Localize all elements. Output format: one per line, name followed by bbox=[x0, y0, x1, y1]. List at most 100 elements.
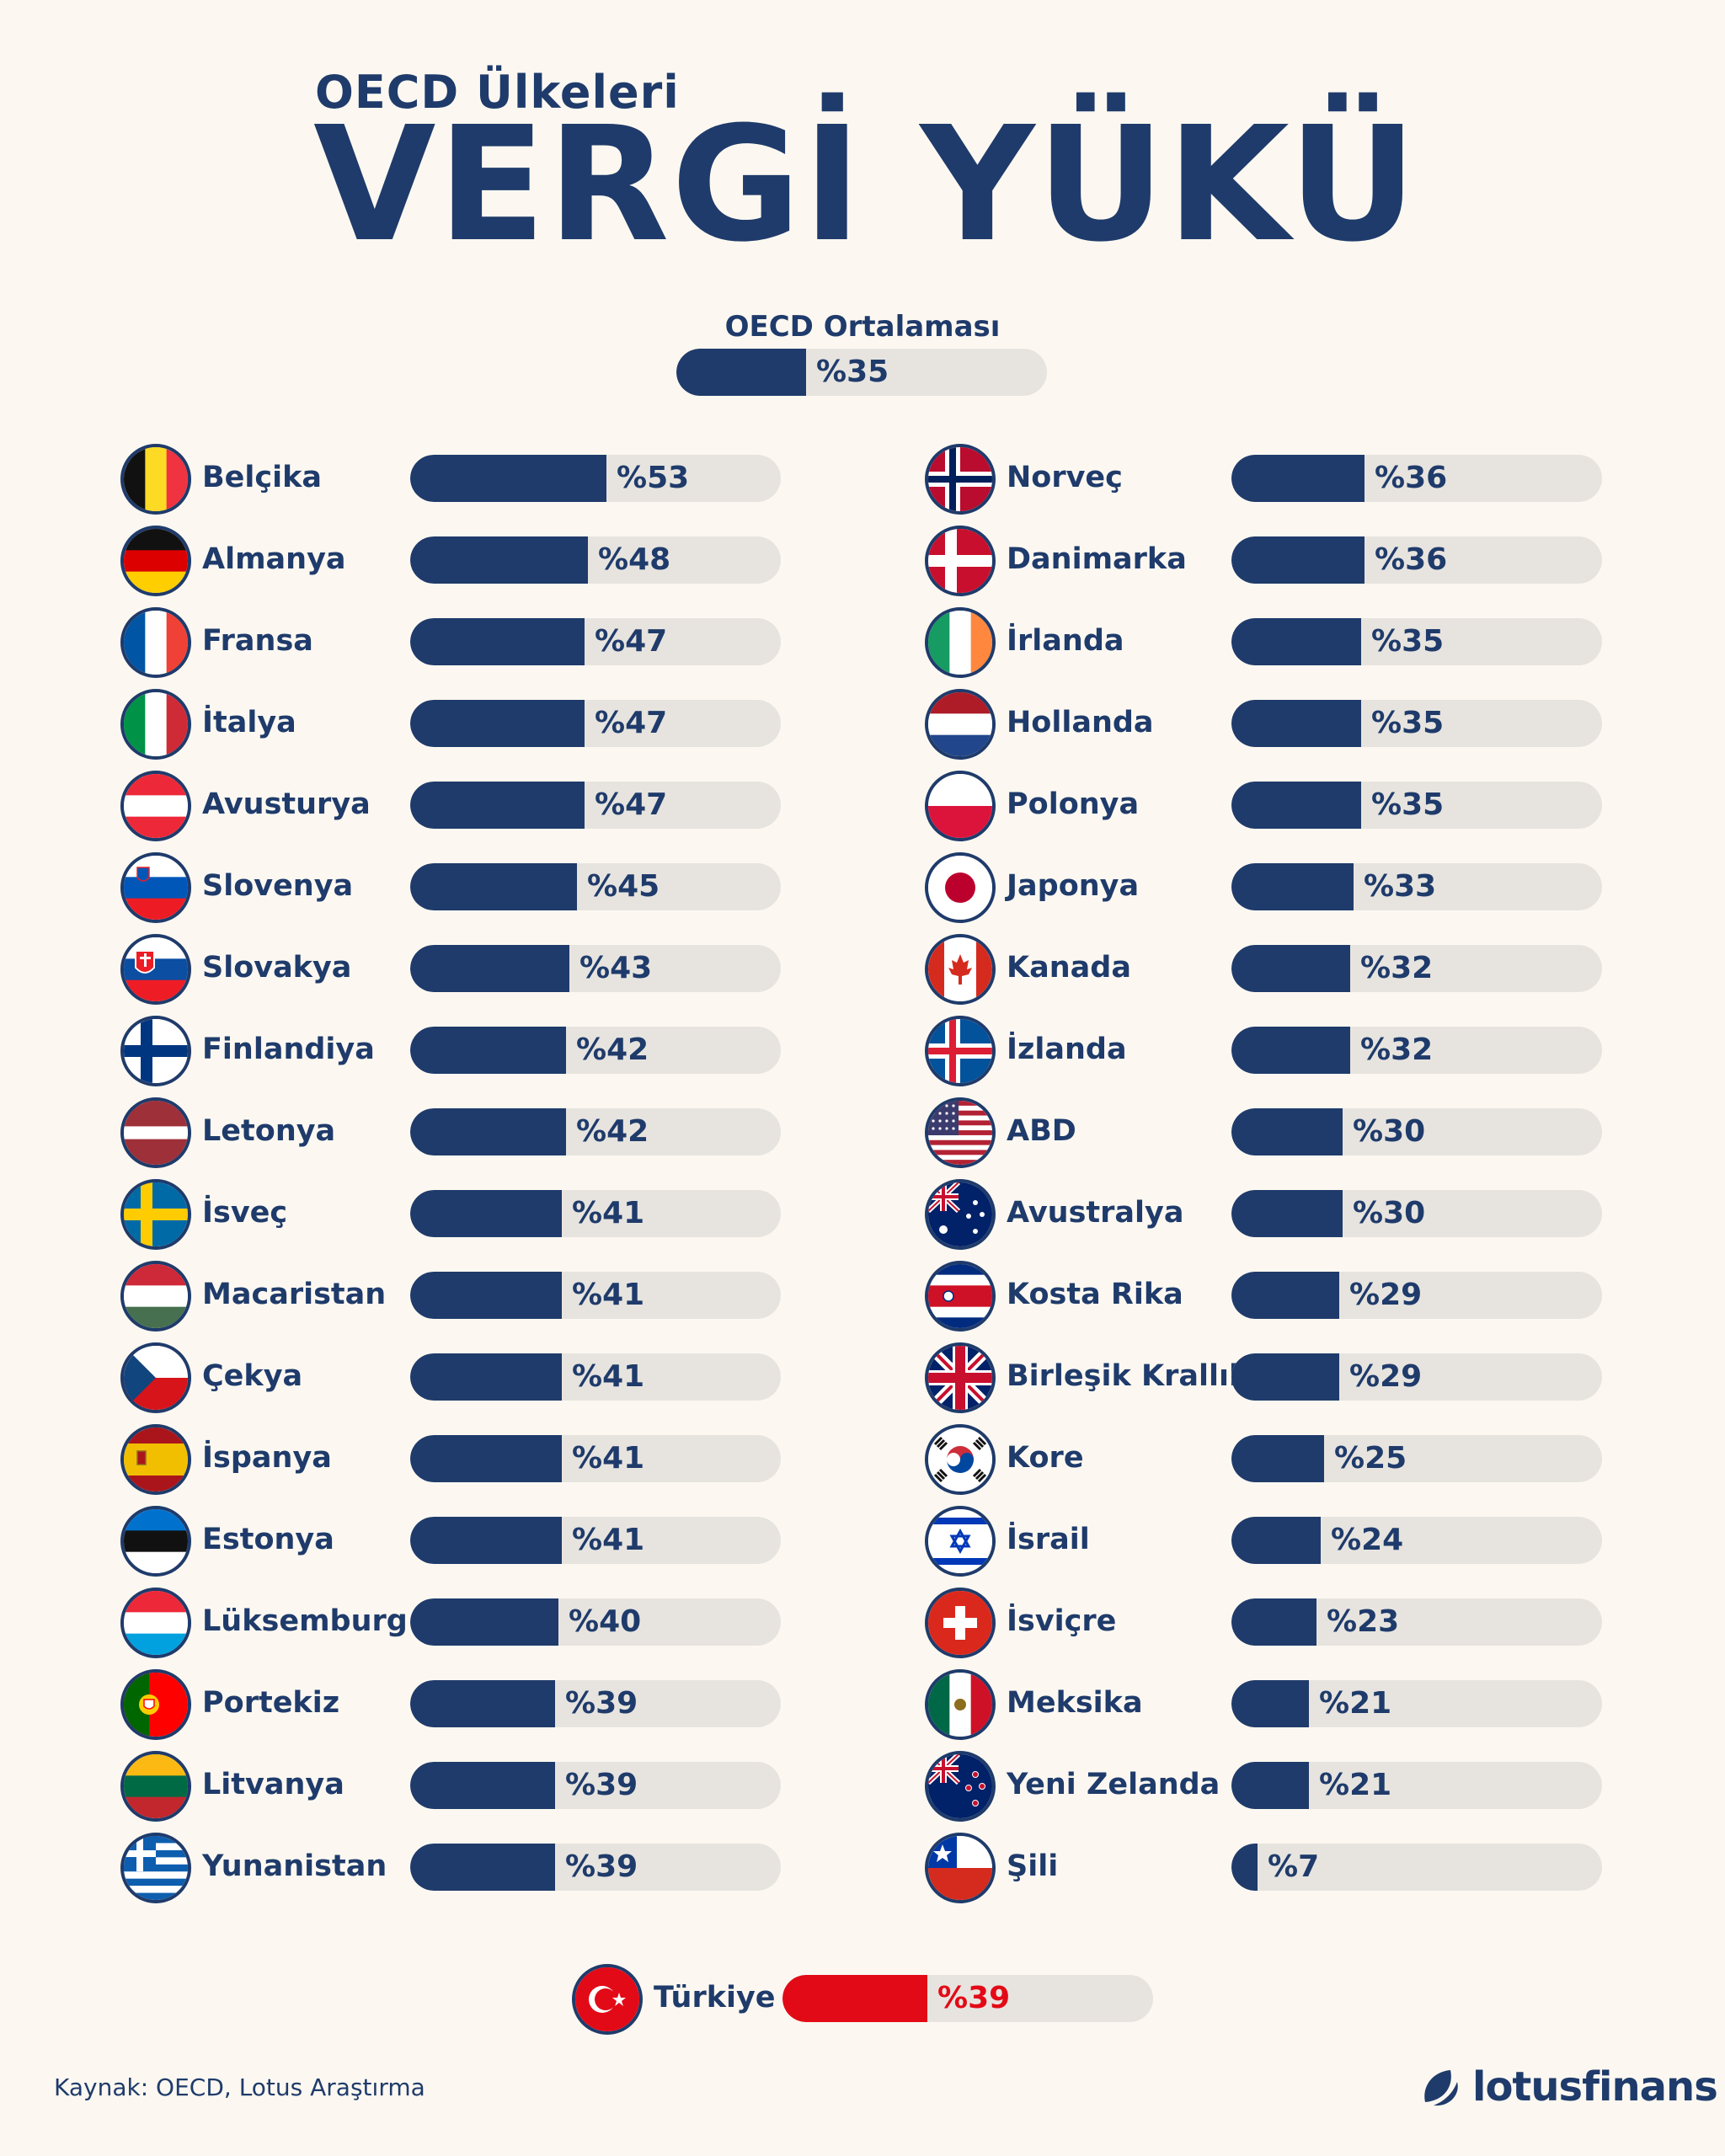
slovenia-flag-icon bbox=[120, 852, 191, 923]
bar bbox=[410, 1680, 555, 1727]
country-label: Japonya bbox=[1007, 869, 1140, 903]
bar-row: Lüksemburg %40 bbox=[120, 1588, 781, 1658]
country-label: Türkiye bbox=[654, 1981, 776, 2015]
bar-row: Portekiz %39 bbox=[120, 1669, 781, 1740]
bar-track bbox=[410, 455, 781, 502]
netherlands-flag-icon bbox=[925, 689, 996, 760]
value-label: %41 bbox=[572, 1359, 645, 1394]
turkey-flag-icon bbox=[572, 1964, 643, 2035]
italy-flag-icon bbox=[120, 689, 191, 760]
bar-track bbox=[1231, 1027, 1602, 1074]
portugal-flag-icon bbox=[120, 1669, 191, 1740]
bar-row: Finlandiya %42 bbox=[120, 1016, 781, 1086]
bar-track bbox=[410, 1190, 781, 1237]
bar-track bbox=[1231, 863, 1602, 910]
bar bbox=[1231, 1680, 1309, 1727]
bar bbox=[782, 1975, 927, 2022]
bar bbox=[410, 1598, 558, 1646]
bar-track bbox=[1231, 945, 1602, 992]
country-label: Kosta Rika bbox=[1007, 1278, 1183, 1311]
bar-row: Kore %25 bbox=[925, 1424, 1602, 1495]
bar-row: İrlanda %35 bbox=[925, 607, 1602, 678]
value-label: %42 bbox=[576, 1114, 649, 1149]
mexico-flag-icon bbox=[925, 1669, 996, 1740]
bar bbox=[410, 1435, 562, 1482]
country-label: Şili bbox=[1007, 1849, 1059, 1883]
bar-row: Estonya %41 bbox=[120, 1506, 781, 1577]
bar-track bbox=[410, 1353, 781, 1401]
bar-track bbox=[1231, 1353, 1602, 1401]
bar-row: Macaristan %41 bbox=[120, 1261, 781, 1331]
bar-track bbox=[1231, 455, 1602, 502]
bar-track bbox=[1231, 1435, 1602, 1482]
country-label: İtalya bbox=[202, 706, 296, 739]
bar-row: Yeni Zelanda %21 bbox=[925, 1751, 1602, 1822]
value-label: %30 bbox=[1353, 1114, 1426, 1149]
bar bbox=[410, 618, 585, 665]
average-label: OECD Ortalaması bbox=[724, 310, 1001, 344]
highlight-bar-row: Türkiye %39 bbox=[572, 1964, 1153, 2035]
country-label: Macaristan bbox=[202, 1278, 387, 1311]
bar bbox=[1231, 1844, 1258, 1891]
bar-track bbox=[410, 1108, 781, 1155]
country-label: Belçika bbox=[202, 461, 323, 494]
australia-flag-icon bbox=[925, 1179, 996, 1250]
austria-flag-icon bbox=[120, 771, 191, 841]
estonia-flag-icon bbox=[120, 1506, 191, 1577]
country-label: Çekya bbox=[202, 1359, 303, 1393]
bar bbox=[410, 1353, 562, 1401]
bar-row: Slovenya %45 bbox=[120, 852, 781, 923]
country-label: İrlanda bbox=[1007, 624, 1124, 658]
bar-row: ABD %30 bbox=[925, 1097, 1602, 1168]
bar bbox=[410, 1844, 555, 1891]
country-label: Kore bbox=[1007, 1441, 1084, 1475]
chile-flag-icon bbox=[925, 1833, 996, 1903]
bar-track bbox=[1231, 536, 1602, 584]
value-label: %41 bbox=[572, 1278, 645, 1312]
ireland-flag-icon bbox=[925, 607, 996, 678]
newzealand-flag-icon bbox=[925, 1751, 996, 1822]
bar bbox=[1231, 1272, 1339, 1319]
country-label: Litvanya bbox=[202, 1768, 344, 1801]
value-label: %48 bbox=[598, 542, 671, 577]
country-label: Birleşik Krallık bbox=[1007, 1359, 1249, 1393]
bar-row: İtalya %47 bbox=[120, 689, 781, 760]
bar-row: Şili %7 bbox=[925, 1833, 1602, 1903]
bar bbox=[1231, 1108, 1343, 1155]
bar-track bbox=[1231, 1272, 1602, 1319]
average-value-label: %35 bbox=[816, 355, 889, 389]
bar-row: Letonya %42 bbox=[120, 1097, 781, 1168]
country-label: İsviçre bbox=[1007, 1604, 1117, 1638]
bar-row: İspanya %41 bbox=[120, 1424, 781, 1495]
value-label: %53 bbox=[617, 461, 690, 495]
bar bbox=[410, 700, 585, 747]
bar bbox=[1231, 1435, 1324, 1482]
value-label: %43 bbox=[579, 951, 653, 985]
bar-row: İsveç %41 bbox=[120, 1179, 781, 1250]
hungary-flag-icon bbox=[120, 1261, 191, 1331]
country-label: Polonya bbox=[1007, 787, 1140, 821]
bar bbox=[410, 1517, 562, 1564]
belgium-flag-icon bbox=[120, 444, 191, 515]
bar-row: Japonya %33 bbox=[925, 852, 1602, 923]
country-label: Avustralya bbox=[1007, 1196, 1184, 1230]
bar-row: Belçika %53 bbox=[120, 444, 781, 515]
finland-flag-icon bbox=[120, 1016, 191, 1086]
bar bbox=[410, 782, 585, 829]
bar-row: Hollanda %35 bbox=[925, 689, 1602, 760]
bar bbox=[410, 1027, 566, 1074]
country-label: Hollanda bbox=[1007, 706, 1154, 739]
bar-track bbox=[782, 1975, 1153, 2022]
bar-row: Litvanya %39 bbox=[120, 1751, 781, 1822]
country-label: Meksika bbox=[1007, 1686, 1143, 1720]
bar-row: Birleşik Krallık %29 bbox=[925, 1342, 1602, 1413]
brand-name: lotusfinans bbox=[1472, 2063, 1718, 2111]
country-label: Portekiz bbox=[202, 1686, 340, 1720]
latvia-flag-icon bbox=[120, 1097, 191, 1168]
country-label: Yeni Zelanda bbox=[1007, 1768, 1220, 1801]
value-label: %35 bbox=[1371, 624, 1445, 659]
bar-row: İzlanda %32 bbox=[925, 1016, 1602, 1086]
czechia-flag-icon bbox=[120, 1342, 191, 1413]
bar bbox=[1231, 1353, 1339, 1401]
country-label: Almanya bbox=[202, 542, 346, 576]
